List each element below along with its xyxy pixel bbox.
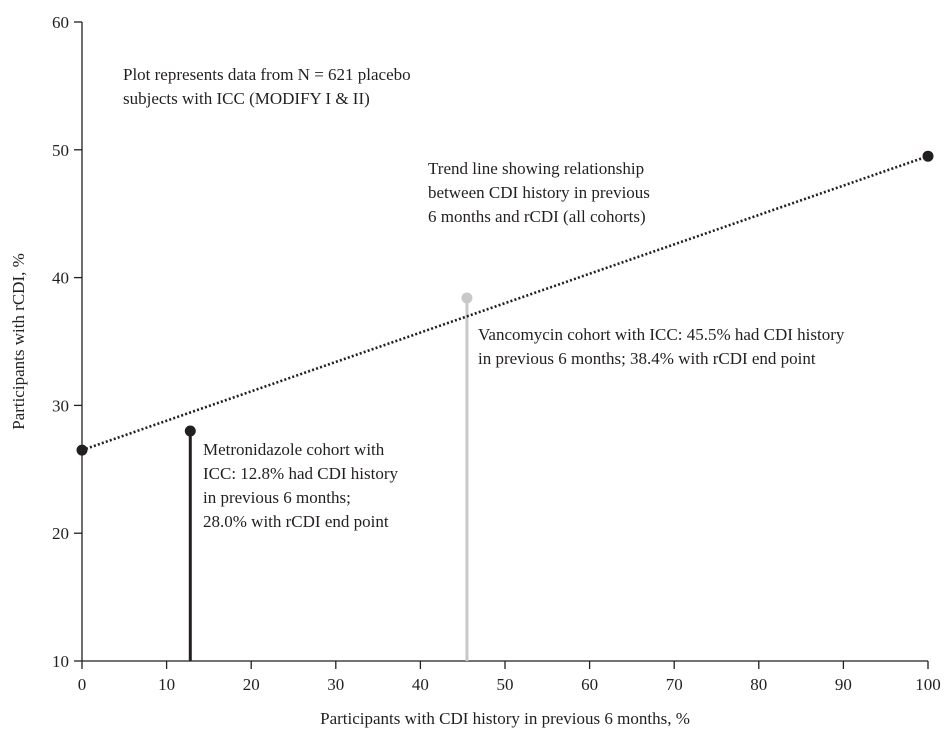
x-axis-title: Participants with CDI history in previou… <box>320 709 690 728</box>
metronidazole-note-line: Metronidazole cohort with <box>203 440 385 459</box>
metronidazole-note-line: in previous 6 months; <box>203 488 351 507</box>
y-tick-label: 40 <box>52 269 69 288</box>
x-tick-label: 70 <box>666 675 683 694</box>
vancomycin-note-line: in previous 6 months; 38.4% with rCDI en… <box>478 349 816 368</box>
y-tick-label: 50 <box>52 141 69 160</box>
trend-note-line: 6 months and rCDI (all cohorts) <box>428 207 646 226</box>
vancomycin-note-line: Vancomycin cohort with ICC: 45.5% had CD… <box>478 325 845 344</box>
y-tick-label: 60 <box>52 13 69 32</box>
x-tick-label: 30 <box>327 675 344 694</box>
metronidazole-note-line: ICC: 12.8% had CDI history <box>203 464 399 483</box>
x-tick-label: 80 <box>750 675 767 694</box>
x-ticks: 0 10 20 30 40 50 60 70 80 90 100 <box>78 661 941 694</box>
x-tick-label: 0 <box>78 675 87 694</box>
cohort-point <box>461 292 473 304</box>
chart-marks <box>76 150 934 661</box>
plot-note: Plot represents data from N = 621 placeb… <box>123 65 415 108</box>
vancomycin-note: Vancomycin cohort with ICC: 45.5% had CD… <box>478 325 849 368</box>
y-tick-label: 30 <box>52 396 69 415</box>
x-tick-label: 60 <box>581 675 598 694</box>
axes: 0 10 20 30 40 50 60 70 80 90 100 10 20 30 40 50 60 <box>52 13 941 694</box>
cohort-point <box>184 425 196 437</box>
x-tick-label: 10 <box>158 675 175 694</box>
plot-note-line: subjects with ICC (MODIFY I & II) <box>123 89 370 108</box>
trend-note: Trend line showing relationship between … <box>428 159 654 226</box>
x-tick-label: 20 <box>243 675 260 694</box>
plot-note-line: Plot represents data from N = 621 placeb… <box>123 65 411 84</box>
metronidazole-note-line: 28.0% with rCDI end point <box>203 512 389 531</box>
trend-note-line: Trend line showing relationship <box>428 159 644 178</box>
y-tick-label: 20 <box>52 524 69 543</box>
x-tick-label: 40 <box>412 675 429 694</box>
trend-note-line: between CDI history in previous <box>428 183 650 202</box>
y-axis-title: Participants with rCDI, % <box>9 253 28 430</box>
x-tick-label: 90 <box>835 675 852 694</box>
trend-point <box>76 444 88 456</box>
x-tick-label: 50 <box>497 675 514 694</box>
metronidazole-note: Metronidazole cohort with ICC: 12.8% had… <box>203 440 402 531</box>
y-ticks: 10 20 30 40 50 60 <box>52 13 82 671</box>
y-tick-label: 10 <box>52 652 69 671</box>
x-tick-label: 100 <box>915 675 941 694</box>
trend-point <box>922 150 934 162</box>
